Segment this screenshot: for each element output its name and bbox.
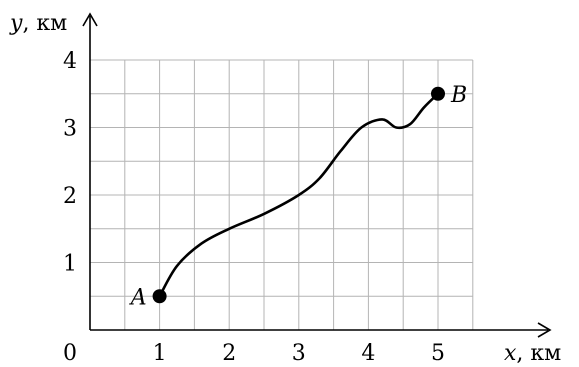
trajectory-line — [158, 92, 440, 298]
point-a-marker — [152, 289, 167, 304]
axes — [82, 12, 552, 338]
point-b-marker — [431, 86, 445, 101]
y-tick-label: 2 — [63, 184, 77, 209]
y-axis-arrow — [82, 12, 98, 27]
y-axis-label-var: y — [9, 11, 23, 36]
x-axis-arrow — [537, 322, 552, 338]
y-tick-label: 1 — [63, 252, 77, 277]
x-tick-label: 5 — [431, 341, 445, 366]
point-b-label: B — [450, 83, 467, 108]
y-axis-label: y, км — [9, 11, 67, 36]
x-axis-label-var: x — [504, 341, 517, 366]
x-tick-label: 1 — [153, 341, 167, 366]
y-axis-label-unit: , км — [22, 11, 67, 36]
point-a-label: A — [129, 285, 147, 310]
x-tick-label: 3 — [292, 341, 306, 366]
y-tick-label: 4 — [63, 49, 77, 74]
x-tick-label: 4 — [361, 341, 375, 366]
tick-labels: 1 2 3 4 5 1 2 3 4 — [63, 49, 445, 366]
x-axis-label-unit: , км — [516, 341, 561, 366]
x-tick-label: 2 — [222, 341, 236, 366]
points: AB — [129, 83, 467, 311]
y-tick-label: 3 — [63, 117, 77, 142]
origin-label: 0 — [63, 341, 77, 366]
grid — [90, 59, 474, 330]
x-axis-label: x, км — [504, 341, 561, 366]
